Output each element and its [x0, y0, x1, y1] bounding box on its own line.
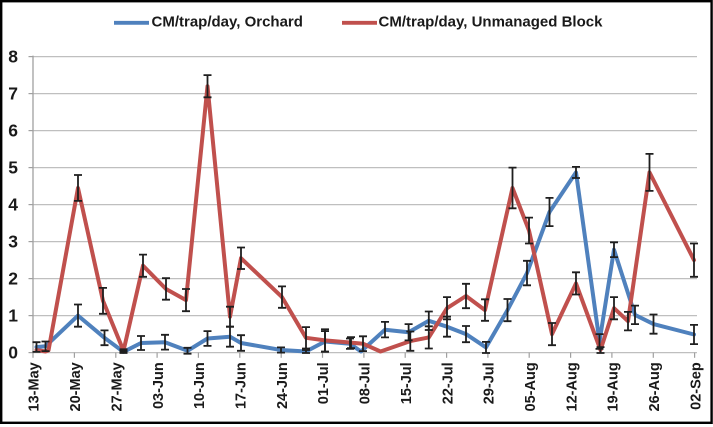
- svg-text:24-Jun: 24-Jun: [275, 362, 291, 409]
- svg-text:4: 4: [8, 195, 18, 215]
- svg-text:08-Jul: 08-Jul: [358, 362, 374, 404]
- svg-text:13-May: 13-May: [27, 362, 43, 411]
- svg-text:1: 1: [8, 306, 18, 326]
- svg-text:19-Aug: 19-Aug: [606, 362, 622, 411]
- svg-text:15-Jul: 15-Jul: [399, 362, 415, 404]
- svg-text:20-May: 20-May: [68, 362, 84, 411]
- svg-text:03-Jun: 03-Jun: [151, 362, 167, 409]
- svg-text:10-Jun: 10-Jun: [192, 362, 208, 409]
- svg-text:26-Aug: 26-Aug: [647, 362, 663, 411]
- svg-text:29-Jul: 29-Jul: [482, 362, 498, 404]
- svg-text:3: 3: [8, 232, 18, 252]
- svg-text:5: 5: [8, 158, 18, 178]
- svg-text:CM/trap/day, Orchard: CM/trap/day, Orchard: [152, 14, 303, 31]
- svg-text:01-Jul: 01-Jul: [316, 362, 332, 404]
- svg-text:27-May: 27-May: [109, 362, 125, 411]
- svg-text:22-Jul: 22-Jul: [440, 362, 456, 404]
- svg-text:2: 2: [8, 269, 18, 289]
- svg-text:0: 0: [8, 343, 18, 363]
- svg-text:7: 7: [8, 84, 18, 104]
- svg-text:12-Aug: 12-Aug: [564, 362, 580, 411]
- svg-text:05-Aug: 05-Aug: [523, 362, 539, 411]
- svg-text:8: 8: [8, 47, 18, 67]
- svg-text:6: 6: [8, 121, 18, 141]
- svg-text:CM/trap/day, Unmanaged Block: CM/trap/day, Unmanaged Block: [379, 14, 604, 31]
- svg-text:17-Jun: 17-Jun: [233, 362, 249, 409]
- svg-text:02-Sep: 02-Sep: [688, 362, 704, 410]
